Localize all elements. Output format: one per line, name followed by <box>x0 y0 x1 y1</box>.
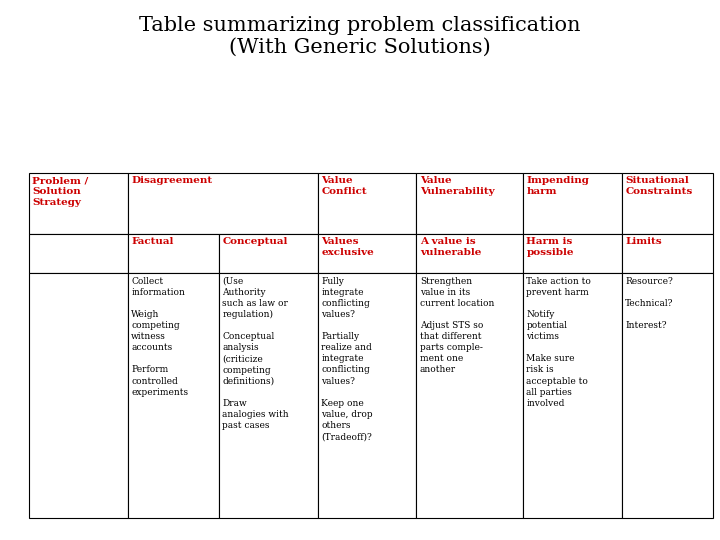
Text: Disagreement: Disagreement <box>131 176 212 185</box>
Text: Factual: Factual <box>131 237 174 246</box>
Bar <box>416 273 523 518</box>
Text: A value is
vulnerable: A value is vulnerable <box>420 237 482 258</box>
Bar <box>127 173 318 234</box>
Bar <box>127 273 219 518</box>
Bar <box>318 234 416 273</box>
Bar <box>621 234 713 273</box>
Bar <box>621 173 713 234</box>
Bar <box>29 234 127 273</box>
Bar <box>523 173 621 234</box>
Bar <box>318 273 416 518</box>
Text: Resource?

Technical?

Interest?: Resource? Technical? Interest? <box>625 276 674 330</box>
Bar <box>523 234 621 273</box>
Text: Strengthen
value in its
current location

Adjust STS so
that different
parts com: Strengthen value in its current location… <box>420 276 495 374</box>
Text: Situational
Constraints: Situational Constraints <box>625 176 693 196</box>
Bar <box>523 273 621 518</box>
Bar <box>416 234 523 273</box>
Bar <box>219 234 318 273</box>
Text: Values
exclusive: Values exclusive <box>321 237 374 258</box>
Text: Problem /
Solution
Strategy: Problem / Solution Strategy <box>32 176 89 207</box>
Text: (Use
Authority
such as law or
regulation)

Conceptual
analysis
(criticize
compet: (Use Authority such as law or regulation… <box>222 276 289 430</box>
Text: Conceptual: Conceptual <box>222 237 288 246</box>
Bar <box>416 173 523 234</box>
Bar <box>219 273 318 518</box>
Bar <box>29 173 127 234</box>
Text: Limits: Limits <box>625 237 662 246</box>
Text: Impending
harm: Impending harm <box>526 176 589 196</box>
Text: Value
Vulnerability: Value Vulnerability <box>420 176 495 196</box>
Text: Take action to
prevent harm

Notify
potential
victims

Make sure
risk is
accepta: Take action to prevent harm Notify poten… <box>526 276 591 408</box>
Bar <box>318 173 416 234</box>
Text: Collect
information

Weigh
competing
witness
accounts

Perform
controlled
experi: Collect information Weigh competing witn… <box>131 276 189 397</box>
Bar <box>621 273 713 518</box>
Bar <box>29 273 127 518</box>
Text: Value
Conflict: Value Conflict <box>321 176 366 196</box>
Text: Table summarizing problem classification
(With Generic Solutions): Table summarizing problem classification… <box>139 16 581 57</box>
Bar <box>127 234 219 273</box>
Text: Harm is
possible: Harm is possible <box>526 237 574 258</box>
Text: Fully
integrate
conflicting
values?

Partially
realize and
integrate
conflicting: Fully integrate conflicting values? Part… <box>321 276 373 441</box>
